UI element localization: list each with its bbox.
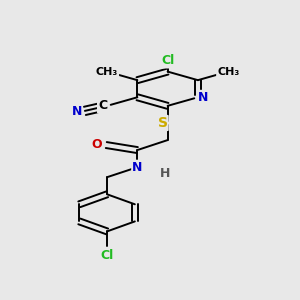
Text: S: S bbox=[158, 116, 168, 130]
Text: H: H bbox=[160, 167, 170, 180]
Text: N: N bbox=[71, 105, 82, 118]
Text: O: O bbox=[92, 138, 102, 151]
Text: N: N bbox=[198, 91, 208, 104]
Text: Cl: Cl bbox=[100, 248, 114, 262]
Text: Cl: Cl bbox=[161, 55, 174, 68]
Text: C: C bbox=[98, 99, 107, 112]
Text: CH₃: CH₃ bbox=[217, 67, 239, 76]
Text: N: N bbox=[132, 161, 142, 174]
Text: CH₃: CH₃ bbox=[96, 67, 118, 76]
